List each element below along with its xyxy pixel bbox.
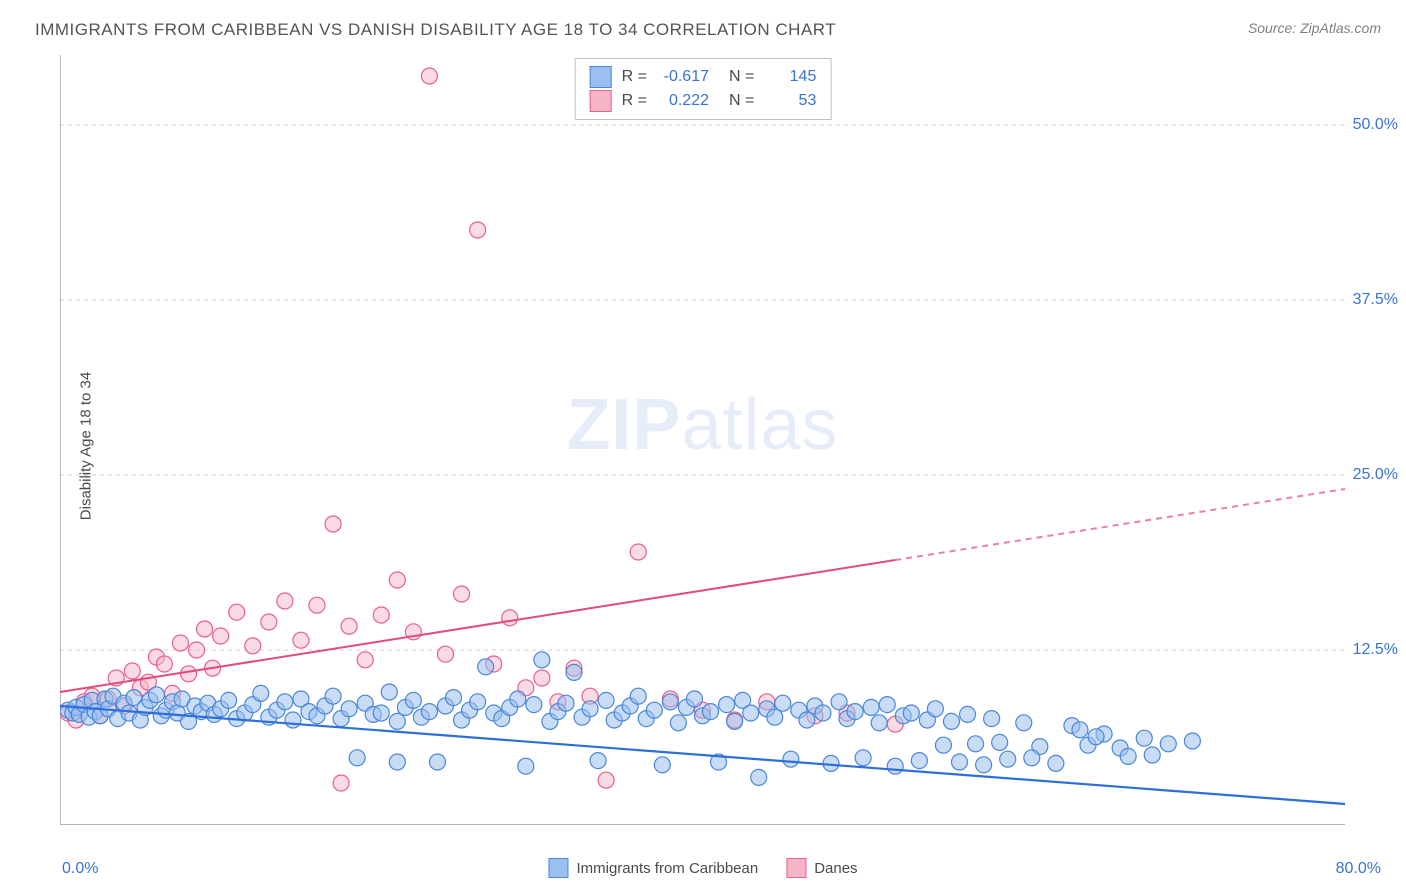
chart-plot-area: ZIPatlas — [60, 55, 1345, 825]
x-axis-end-label: 80.0% — [1336, 860, 1381, 878]
chart-title: IMMIGRANTS FROM CARIBBEAN VS DANISH DISA… — [35, 20, 836, 40]
corr-r-label: R = — [622, 65, 647, 89]
source-attribution: Source: ZipAtlas.com — [1248, 20, 1381, 36]
corr-n-label: N = — [729, 89, 754, 113]
legend-label-caribbean: Immigrants from Caribbean — [576, 860, 758, 877]
y-tick-label: 25.0% — [1353, 466, 1398, 484]
legend-item-caribbean: Immigrants from Caribbean — [548, 858, 758, 878]
legend-item-danes: Danes — [786, 858, 857, 878]
correlation-row-caribbean: R = -0.617 N = 145 — [590, 65, 817, 89]
corr-r-label: R = — [622, 89, 647, 113]
corr-n-value-danes: 53 — [764, 89, 816, 113]
x-axis-start-label: 0.0% — [62, 860, 98, 878]
corr-n-label: N = — [729, 65, 754, 89]
scatter-svg — [60, 55, 1345, 825]
y-tick-label: 50.0% — [1353, 116, 1398, 134]
y-tick-label: 12.5% — [1353, 641, 1398, 659]
correlation-row-danes: R = 0.222 N = 53 — [590, 89, 817, 113]
legend-swatch-danes — [786, 858, 806, 878]
corr-n-value-caribbean: 145 — [764, 65, 816, 89]
correlation-legend: R = -0.617 N = 145 R = 0.222 N = 53 — [575, 58, 832, 120]
corr-swatch-danes — [590, 90, 612, 112]
corr-r-value-caribbean: -0.617 — [657, 65, 709, 89]
legend-swatch-caribbean — [548, 858, 568, 878]
corr-r-value-danes: 0.222 — [657, 89, 709, 113]
y-tick-label: 37.5% — [1353, 291, 1398, 309]
x-axis-legend: Immigrants from Caribbean Danes — [548, 858, 857, 878]
corr-swatch-caribbean — [590, 66, 612, 88]
legend-label-danes: Danes — [814, 860, 857, 877]
